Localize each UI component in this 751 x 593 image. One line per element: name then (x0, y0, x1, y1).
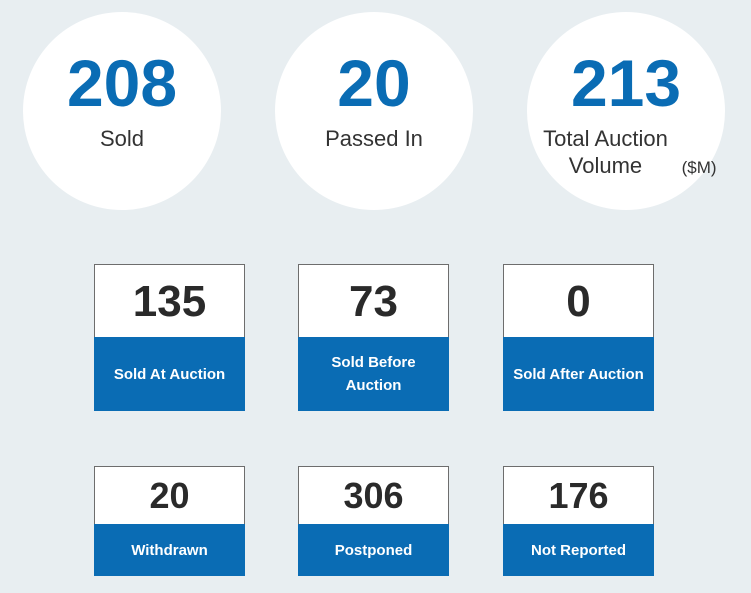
sold-at-auction-label: Sold At Auction (94, 337, 245, 411)
postponed-label: Postponed (298, 524, 449, 576)
postponed-value: 306 (343, 475, 404, 516)
total-volume-unit: ($M) (681, 158, 717, 177)
not-reported-label: Not Reported (503, 524, 654, 576)
sold-label: Sold (99, 126, 145, 151)
total-volume-summary-circle: 213 Total Auction Volume ($M) (527, 12, 725, 210)
withdrawn-value: 20 (149, 475, 190, 516)
total-volume-label: Total Auction Volume ($M) (527, 125, 725, 181)
postponed-card: 306 Postponed (298, 466, 449, 576)
sold-at-auction-value: 135 (132, 277, 207, 326)
sold-after-auction-value: 0 (566, 277, 591, 326)
total-volume-value: 213 (570, 46, 682, 120)
sold-before-auction-value: 73 (349, 277, 398, 326)
passed-in-label: Passed In (325, 126, 423, 151)
not-reported-value: 176 (548, 475, 609, 516)
sold-after-auction-label: Sold After Auction (503, 337, 654, 411)
passed-in-count: 20 (337, 46, 411, 120)
sold-count: 208 (66, 46, 178, 120)
withdrawn-card: 20 Withdrawn (94, 466, 245, 576)
sold-summary-circle: 208 Sold (23, 12, 221, 210)
sold-after-auction-card: 0 Sold After Auction (503, 264, 654, 411)
passed-in-summary-circle: 20 Passed In (275, 12, 473, 210)
not-reported-card: 176 Not Reported (503, 466, 654, 576)
total-volume-label-text: Total Auction Volume (543, 126, 668, 178)
sold-before-auction-card: 73 Sold Before Auction (298, 264, 449, 411)
sold-at-auction-card: 135 Sold At Auction (94, 264, 245, 411)
sold-before-auction-label: Sold Before Auction (298, 337, 449, 411)
withdrawn-label: Withdrawn (94, 524, 245, 576)
